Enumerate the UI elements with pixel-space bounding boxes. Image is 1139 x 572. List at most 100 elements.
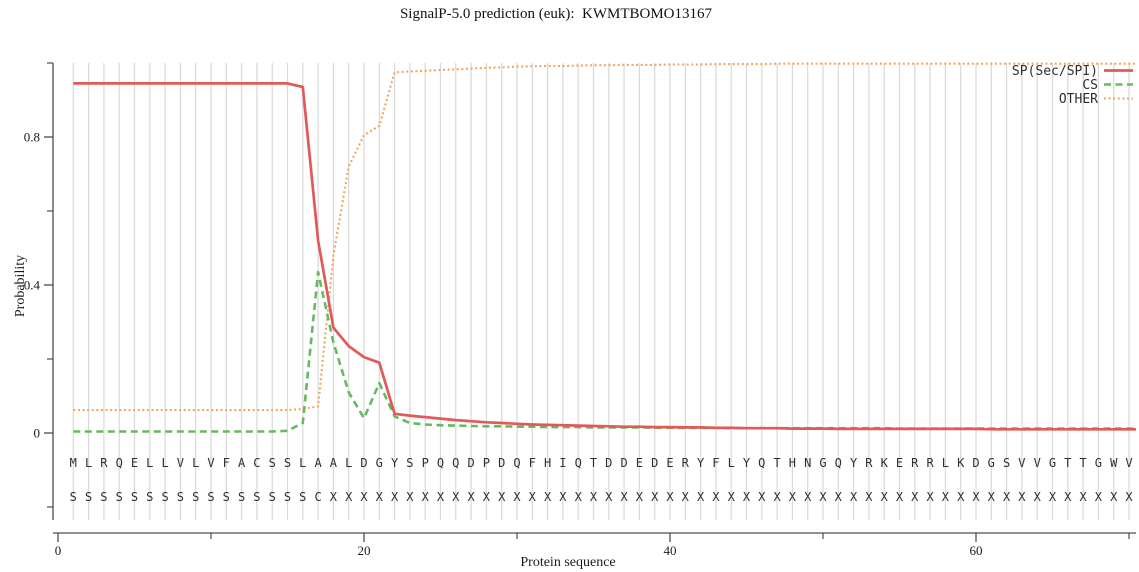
sequence-letter: Y (391, 456, 399, 470)
annotation-letter: X (360, 490, 368, 504)
annotation-letter: X (544, 490, 552, 504)
sequence-letter: K (957, 456, 965, 470)
sequence-letter: S (406, 456, 413, 470)
legend-label-other: OTHER (1059, 92, 1098, 107)
sequence-letter: E (131, 456, 138, 470)
chart-title: SignalP-5.0 prediction (euk): KWMTBOMO13… (399, 6, 713, 22)
annotation-letter: X (1095, 490, 1103, 504)
annotation-letter: X (605, 490, 613, 504)
sequence-letter: S (269, 456, 276, 470)
sequence-letter: P (483, 456, 490, 470)
annotation-letter: S (253, 490, 260, 504)
annotation-letter: S (131, 490, 138, 504)
sequence-letter: F (223, 456, 230, 470)
sequence-letter: Q (116, 456, 123, 470)
annotation-letter: S (100, 490, 107, 504)
annotation-letter: X (942, 490, 950, 504)
sequence-letter: V (1125, 456, 1132, 470)
annotation-letter: X (437, 490, 445, 504)
annotation-letter: X (789, 490, 797, 504)
annotation-letter: X (620, 490, 628, 504)
sequence-letter: Q (835, 456, 842, 470)
gridlines-group (72, 63, 1130, 520)
sequence-letter: D (360, 456, 367, 470)
sequence-letter: L (85, 456, 92, 470)
x-tick-label: 20 (358, 543, 371, 558)
sequence-letter: L (345, 456, 352, 470)
sequence-letter: A (238, 456, 246, 470)
sequence-letter: V (207, 456, 214, 470)
annotation-letter: X (728, 490, 736, 504)
annotation-letter: S (269, 490, 276, 504)
x-tick-label: 0 (55, 543, 62, 558)
sequence-letter: Q (758, 456, 765, 470)
annotation-letter: X (1003, 490, 1011, 504)
axes-group: 0 0.4 0.8 0 20 40 60 (24, 62, 1136, 558)
sequence-letter: Q (437, 456, 444, 470)
annotation-letter: X (926, 490, 934, 504)
annotation-letter: X (1034, 490, 1042, 504)
sequence-letter: D (651, 456, 658, 470)
annotation-letter: X (682, 490, 690, 504)
annotation-letter: X (972, 490, 980, 504)
sequence-letter: L (728, 456, 735, 470)
annotation-letter: X (957, 490, 965, 504)
annotation-letter: S (161, 490, 168, 504)
annotation-letter: X (697, 490, 705, 504)
sequence-letter: C (253, 456, 260, 470)
sequence-letter: H (789, 456, 796, 470)
x-tick-label: 60 (970, 543, 983, 558)
sequence-letter: R (865, 456, 873, 470)
sequence-letter: M (70, 456, 77, 470)
annotation-letter: X (881, 490, 889, 504)
sequence-letter: Q (513, 456, 520, 470)
annotation-letter: X (483, 490, 491, 504)
sequence-letter: H (544, 456, 551, 470)
annotation-letter: X (911, 490, 919, 504)
sp-sec-spi-line (73, 82, 1136, 431)
annotation-letter: X (345, 490, 353, 504)
annotation-letter: X (406, 490, 414, 504)
sequence-letter: G (376, 456, 383, 470)
annotation-letter: X (391, 490, 399, 504)
annotation-letter: X (804, 490, 812, 504)
sequence-letter: Y (850, 456, 858, 470)
annotation-letter: X (330, 490, 338, 504)
legend-label-sp-sec-spi: SP(Sec/SPI) (1012, 64, 1098, 79)
annotation-letter: S (223, 490, 230, 504)
other-line (73, 62, 1136, 412)
annotation-letter: X (452, 490, 460, 504)
x-tick-label: 40 (664, 543, 677, 558)
annotation-letter: X (743, 490, 751, 504)
sequence-letter: D (620, 456, 627, 470)
sequence-group: MSLSRSQSESLSLSVSLSVSFSASCSSSSSLSACAXLXDX… (70, 456, 1134, 504)
annotation-letter: X (1018, 490, 1026, 504)
sequence-letter: V (1018, 456, 1025, 470)
x-axis-title: Protein sequence (520, 555, 615, 570)
annotation-letter: X (850, 490, 858, 504)
annotation-letter: S (146, 490, 153, 504)
sequence-letter: L (146, 456, 153, 470)
annotation-letter: C (314, 490, 321, 504)
sequence-letter: D (467, 456, 474, 470)
sequence-letter: T (1064, 456, 1071, 470)
annotation-letter: X (758, 490, 766, 504)
sequence-letter: L (161, 456, 168, 470)
sequence-letter: Y (697, 456, 705, 470)
sequence-letter: G (1049, 456, 1056, 470)
sequence-letter: G (1095, 456, 1102, 470)
annotation-letter: X (651, 490, 659, 504)
legend-label-cs: CS (1082, 78, 1098, 93)
sequence-letter: F (712, 456, 719, 470)
sequence-letter: R (926, 456, 934, 470)
sequence-letter: V (1034, 456, 1041, 470)
sequence-letter: T (773, 456, 780, 470)
annotation-letter: X (559, 490, 567, 504)
annotation-letter: X (865, 490, 873, 504)
annotation-letter: X (422, 490, 430, 504)
annotation-letter: S (238, 490, 245, 504)
annotation-letter: X (529, 490, 537, 504)
sequence-letter: A (330, 456, 338, 470)
